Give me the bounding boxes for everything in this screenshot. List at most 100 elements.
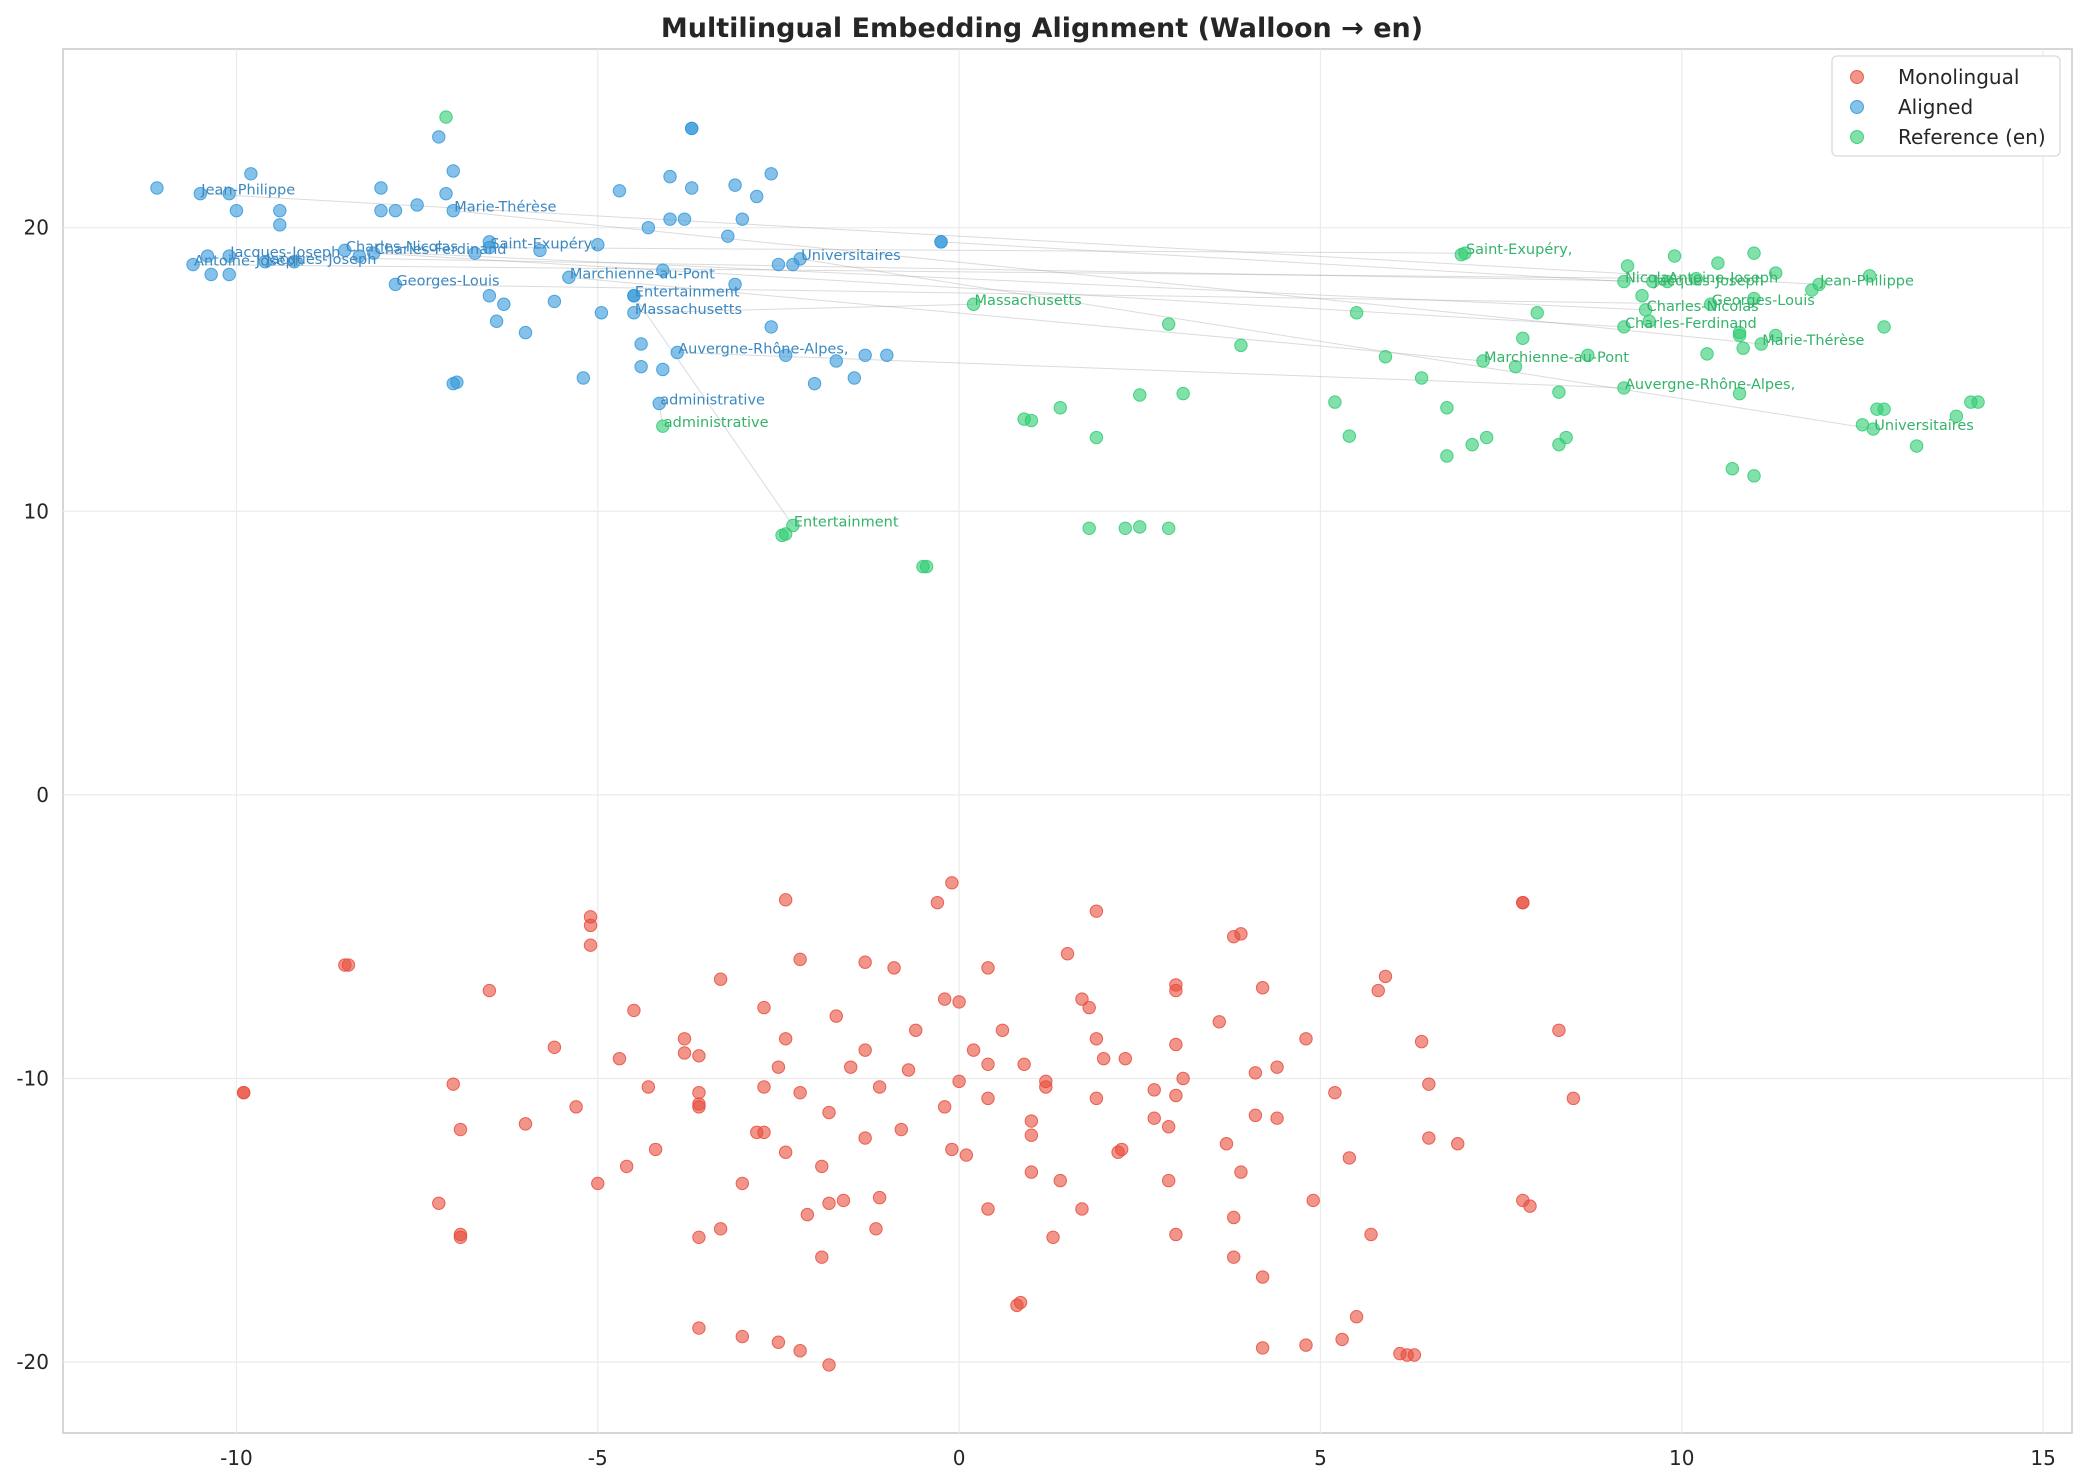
data-point: [193, 186, 208, 201]
data-point: [1725, 462, 1740, 476]
alignment-line: [489, 247, 1465, 254]
data-point: [1212, 1015, 1226, 1029]
data-point: [1114, 1142, 1129, 1157]
data-point: [533, 243, 547, 258]
data-point: [468, 246, 482, 260]
data-point: [627, 289, 641, 303]
data-point: [937, 992, 952, 1006]
data-point: [576, 371, 591, 385]
data-point: [937, 1100, 952, 1114]
data-point: [446, 1077, 460, 1091]
data-point: [901, 1063, 916, 1077]
alignment-line: [200, 193, 1820, 285]
data-point: [663, 212, 677, 226]
data-point: [591, 237, 605, 252]
data-point: [432, 1196, 446, 1210]
point-label: administrative: [664, 415, 769, 431]
alignment-line: [344, 249, 1646, 311]
data-point: [1169, 1227, 1183, 1242]
data-point: [410, 198, 424, 212]
x-tick-label: 15: [2030, 1446, 2055, 1470]
point-label: Marie-Thérèse: [454, 200, 556, 216]
point-labels: Jean-Philippe Marie-Thérèse Charles-Nicola…: [194, 183, 1974, 531]
data-point: [1039, 1080, 1053, 1094]
data-point: [1169, 1088, 1183, 1103]
data-point: [945, 1142, 959, 1157]
data-point: [258, 255, 273, 269]
data-point: [562, 270, 576, 285]
data-point: [641, 1080, 656, 1094]
data-point: [1378, 350, 1393, 364]
data-point: [771, 257, 786, 272]
data-point: [771, 1335, 786, 1349]
data-point: [641, 220, 656, 235]
data-point: [229, 203, 244, 218]
data-point: [439, 110, 453, 124]
data-point: [995, 1023, 1010, 1037]
point-label: Marie-Thérèse: [1762, 333, 1864, 349]
legend-label: Aligned: [1898, 95, 1973, 119]
data-point: [1877, 402, 1891, 416]
data-point: [222, 186, 236, 201]
data-point: [1642, 314, 1656, 328]
data-point: [1378, 969, 1393, 984]
y-tick-label: -10: [16, 1066, 49, 1090]
data-point: [1349, 1310, 1364, 1324]
data-point: [1646, 274, 1660, 289]
data-point: [1255, 1270, 1270, 1284]
x-tick-label: 5: [1314, 1446, 1327, 1470]
data-point: [1176, 386, 1190, 401]
y-tick-label: 0: [36, 783, 49, 807]
data-point: [692, 1049, 706, 1063]
point-label: Jean-Philippe: [1819, 273, 1914, 289]
data-point: [1161, 1120, 1176, 1134]
data-point: [1248, 1108, 1263, 1123]
data-point: [583, 918, 598, 933]
data-point: [1089, 430, 1104, 445]
data-point: [952, 1074, 966, 1089]
data-point: [778, 1145, 793, 1159]
grid-lines: [63, 49, 2072, 1433]
data-point: [1862, 269, 1877, 283]
data-point: [1566, 1091, 1581, 1106]
data-point: [1877, 320, 1891, 334]
data-point: [1075, 1202, 1089, 1216]
data-point: [894, 1122, 908, 1137]
point-label: Antoine-Joseph: [194, 254, 304, 270]
data-point: [1176, 1071, 1190, 1086]
point-label: Charles-Ferdinand: [1625, 316, 1757, 332]
data-point: [829, 354, 843, 368]
data-point: [822, 1358, 836, 1372]
data-point: [775, 528, 789, 543]
data-point: [663, 169, 677, 184]
data-point: [1620, 259, 1635, 273]
data-point: [547, 1040, 562, 1054]
data-point: [764, 167, 778, 181]
data-point: [1508, 359, 1523, 374]
data-point: [1227, 1250, 1241, 1264]
data-point: [1096, 1051, 1111, 1066]
data-point: [1299, 1338, 1313, 1352]
data-point: [778, 348, 793, 362]
data-point: [1805, 283, 1819, 297]
point-label: Saint-Exupéry,: [490, 237, 596, 253]
legend-label: Reference (en): [1898, 125, 2046, 149]
data-point: [489, 314, 504, 328]
data-point: [815, 1250, 829, 1264]
data-point: [1342, 1151, 1357, 1165]
data-point: [880, 348, 894, 362]
data-point: [692, 1085, 706, 1100]
data-point: [656, 263, 670, 277]
data-point: [1747, 469, 1761, 483]
data-point: [1053, 1173, 1067, 1188]
data-point: [1335, 1332, 1349, 1347]
data-point: [186, 257, 200, 272]
data-point: [1617, 320, 1631, 334]
data-point: [1769, 266, 1783, 280]
data-point: [1161, 521, 1176, 535]
data-point: [1516, 331, 1530, 345]
data-point: [1017, 1057, 1031, 1072]
point-label: Charles-Nicolas: [1647, 299, 1759, 315]
data-point: [1769, 328, 1783, 343]
data-point: [1089, 1032, 1104, 1046]
